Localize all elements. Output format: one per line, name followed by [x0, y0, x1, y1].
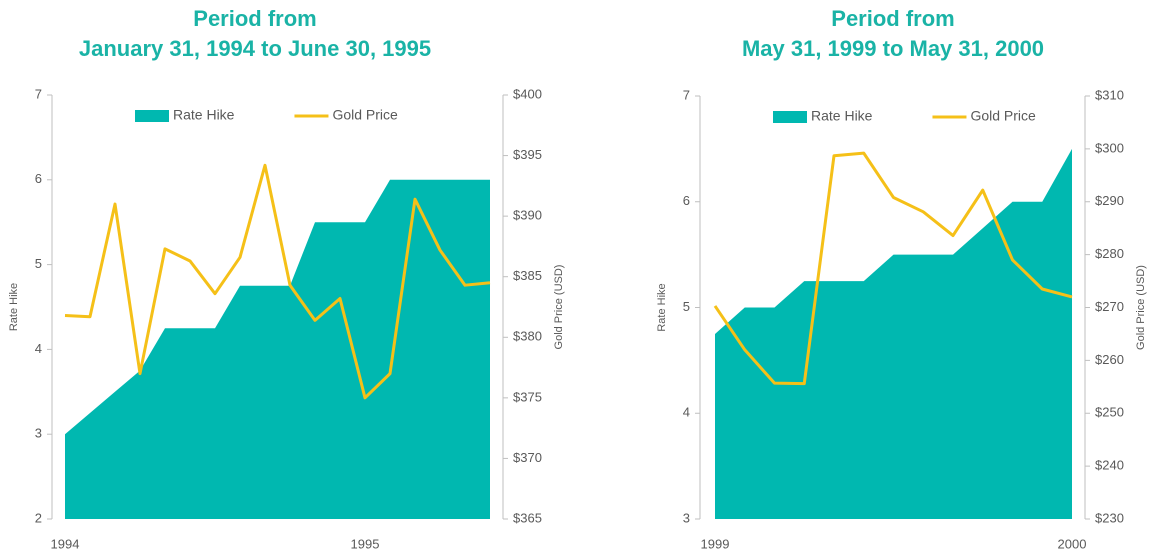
- y-tick-label: 3: [35, 426, 42, 441]
- legend-label: Rate Hike: [811, 108, 873, 124]
- chart-subtitle: May 31, 1999 to May 31, 2000: [742, 36, 1044, 61]
- x-tick-label: 1999: [701, 536, 730, 551]
- line: [713, 151, 1073, 386]
- x-tick-label: 2000: [1058, 536, 1087, 551]
- y2-tick-label: $365: [513, 510, 542, 525]
- y2-tick-label: $280: [1095, 246, 1124, 261]
- legend-swatch: [773, 111, 807, 123]
- y2-tick-label: $385: [513, 268, 542, 283]
- legend-label: Gold Price: [332, 107, 398, 123]
- y-tick-label: 4: [35, 341, 42, 356]
- y2-tick-label: $250: [1095, 405, 1124, 420]
- y-axis-title: Rate Hike: [8, 283, 20, 331]
- y-tick-label: 6: [35, 171, 42, 186]
- y-axis-title: Rate Hike: [656, 283, 668, 331]
- line: [64, 163, 491, 400]
- y2-tick-label: $270: [1095, 299, 1124, 314]
- y2-tick-label: $310: [1095, 87, 1124, 102]
- x-tick-label: 1994: [51, 536, 80, 551]
- y-tick-label: 5: [35, 256, 42, 271]
- y-tick-label: 5: [683, 299, 690, 314]
- y2-tick-label: $300: [1095, 140, 1124, 155]
- y2-tick-label: $375: [513, 389, 542, 404]
- y2-tick-label: $240: [1095, 458, 1124, 473]
- y2-tick-label: $380: [513, 329, 542, 344]
- legend-swatch: [135, 110, 169, 122]
- y2-tick-label: $260: [1095, 352, 1124, 367]
- y2-tick-label: $395: [513, 147, 542, 162]
- chart-title: Period from: [193, 6, 316, 31]
- y2-tick-label: $400: [513, 86, 542, 101]
- y-tick-label: 7: [35, 86, 42, 101]
- y2-axis-title: Gold Price (USD): [553, 265, 565, 350]
- x-tick-label: 1995: [351, 536, 380, 551]
- area: [65, 179, 490, 520]
- chart-subtitle: January 31, 1994 to June 30, 1995: [79, 36, 431, 61]
- y2-tick-label: $290: [1095, 193, 1124, 208]
- y-tick-label: 4: [683, 405, 690, 420]
- y-tick-label: 2: [35, 510, 42, 525]
- legend-label: Rate Hike: [173, 107, 235, 123]
- chart-title: Period from: [831, 6, 954, 31]
- legend-label: Gold Price: [970, 108, 1036, 124]
- y2-tick-label: $390: [513, 208, 542, 223]
- y-tick-label: 7: [683, 87, 690, 102]
- area: [715, 148, 1072, 519]
- y2-tick-label: $230: [1095, 510, 1124, 525]
- y-tick-label: 6: [683, 193, 690, 208]
- y2-tick-label: $370: [513, 450, 542, 465]
- y-tick-label: 3: [683, 510, 690, 525]
- y2-axis-title: Gold Price (USD): [1135, 265, 1147, 350]
